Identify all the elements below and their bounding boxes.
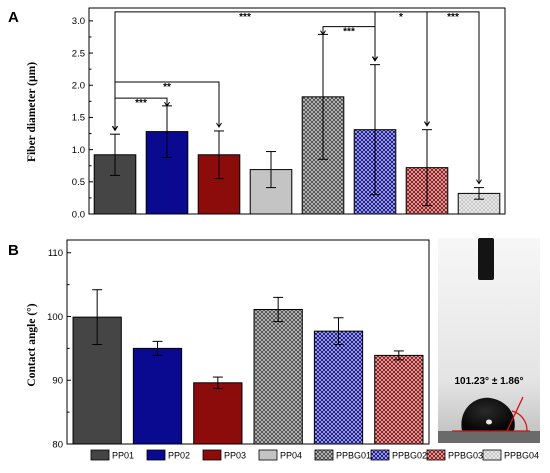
significance-arrow bbox=[112, 125, 118, 132]
water-droplet bbox=[461, 397, 515, 431]
panel-b-bar-ppbg02 bbox=[313, 330, 364, 445]
panel-b-y-tick-label: 80 bbox=[52, 439, 63, 450]
panel-b-plot: 80 90 100 110 bbox=[47, 239, 430, 450]
legend-swatch-pp03 bbox=[202, 449, 222, 461]
panel-a-letter: A bbox=[8, 9, 19, 26]
significance-arrow bbox=[424, 121, 430, 127]
significance-label: *** bbox=[447, 12, 459, 23]
tangent-line bbox=[506, 396, 524, 432]
legend-label-ppbg04: PPBG04 bbox=[504, 451, 539, 461]
panel-b-bar-ppbg03 bbox=[374, 354, 424, 445]
panel-b-bar-ppbg01 bbox=[253, 308, 303, 445]
panel-b-y-tick-label: 90 bbox=[52, 376, 63, 387]
panel-a-plot: 0.00.51.01.52.02.53.0******* ******** bbox=[72, 7, 506, 220]
legend-swatch-ppbg01 bbox=[314, 449, 334, 461]
panel-a-y-tick-label: 0.0 bbox=[72, 209, 85, 220]
panel-b-bar-pp03 bbox=[193, 382, 243, 445]
legend-label-ppbg03: PPBG03 bbox=[448, 451, 483, 461]
panel-b-y-tick-label: 100 bbox=[47, 312, 63, 323]
significance-bracket bbox=[426, 11, 480, 184]
legend-label-pp02: PP02 bbox=[168, 451, 190, 461]
panel-b-letter: B bbox=[8, 242, 19, 259]
panel-a-y-tick-label: 2.0 bbox=[72, 81, 85, 92]
panel-a-y-axis-title: Fiber diameter (µm) bbox=[26, 62, 38, 162]
legend-label-pp03: PP03 bbox=[224, 451, 246, 461]
legend: PP01 PP02 PP03 PP04 PPBG01 PPBG02 PPBG03 PPBG04 bbox=[90, 449, 539, 461]
significance-label: * bbox=[399, 12, 403, 23]
panel-b-y-axis-title: Contact angle (°) bbox=[26, 303, 38, 386]
significance-arrow bbox=[372, 56, 378, 62]
legend-swatch-pp02 bbox=[146, 449, 166, 461]
significance-bracket bbox=[114, 11, 376, 131]
legend-label-pp04: PP04 bbox=[280, 451, 302, 461]
needle bbox=[478, 238, 494, 280]
significance-label: ** bbox=[163, 82, 171, 93]
panel-a-y-tick-label: 3.0 bbox=[72, 16, 85, 27]
significance-bracket bbox=[374, 11, 428, 126]
panel-a-y-tick-label: 1.5 bbox=[72, 113, 85, 124]
panel-a-plot-frame bbox=[88, 7, 506, 215]
legend-swatch-pp01 bbox=[90, 449, 110, 461]
droplet-highlight bbox=[486, 419, 492, 425]
legend-label-ppbg01: PPBG01 bbox=[336, 451, 371, 461]
significance-label: *** bbox=[239, 12, 251, 23]
significance-label: *** bbox=[343, 27, 355, 38]
legend-swatch-ppbg04 bbox=[482, 449, 502, 461]
panel-b-bar-pp02 bbox=[132, 347, 183, 445]
significance-arrow bbox=[164, 101, 170, 108]
significance-arrow bbox=[216, 122, 222, 128]
significance-label: *** bbox=[135, 98, 147, 109]
panel-a-y-tick-label: 1.0 bbox=[72, 145, 85, 156]
legend-swatch-pp04 bbox=[258, 449, 278, 461]
legend-swatch-ppbg02 bbox=[370, 449, 390, 461]
panel-b-y-tick-label: 110 bbox=[48, 248, 63, 259]
substrate bbox=[438, 431, 540, 443]
legend-label-ppbg02: PPBG02 bbox=[392, 451, 427, 461]
contact-angle-photo: 101.23° ± 1.86° bbox=[438, 238, 540, 443]
angle-arc bbox=[511, 410, 528, 432]
significance-arrow bbox=[320, 30, 326, 36]
legend-label-pp01: PP01 bbox=[112, 451, 134, 461]
legend-swatch-ppbg03 bbox=[426, 449, 446, 461]
panel-b-plot-frame bbox=[66, 239, 430, 445]
panel-a-y-tick-label: 2.5 bbox=[72, 48, 85, 59]
contact-angle-value: 101.23° ± 1.86° bbox=[454, 376, 523, 387]
panel-a-y-tick-label: 0.5 bbox=[72, 177, 85, 188]
significance-arrow bbox=[476, 179, 482, 185]
